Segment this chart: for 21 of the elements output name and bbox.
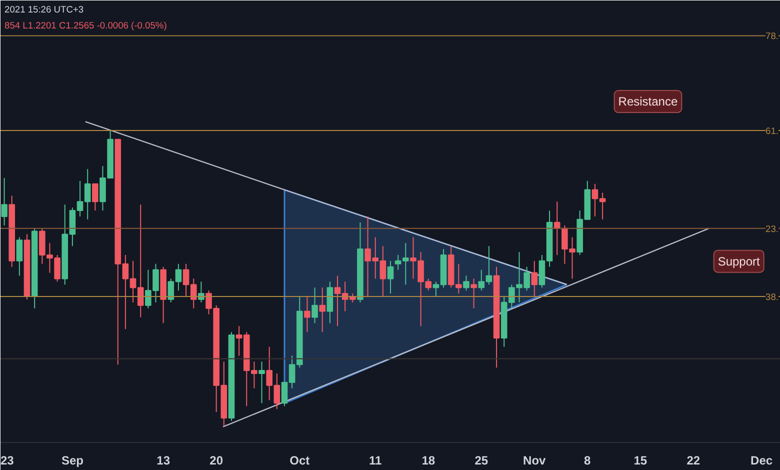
x-tick-label: Dec: [750, 454, 773, 468]
x-tick-label: 18: [422, 454, 436, 468]
annotation: Resistance: [618, 94, 678, 109]
x-tick-label: 20: [210, 454, 224, 468]
annotation: Support: [718, 254, 761, 268]
x-tick-label: 8: [584, 454, 592, 468]
text: 854 L1.2201 C1.2565 -0.0006 (-0.05%): [4, 20, 167, 30]
x-tick-label: Sep: [61, 454, 84, 468]
annotation: 78.: [766, 31, 778, 42]
x-tick-label: 22: [686, 454, 700, 468]
annotation: 23.: [766, 224, 778, 234]
x-tick-label: 25: [474, 454, 488, 468]
x-tick-label: 23: [0, 454, 14, 468]
x-tick-label: Oct: [290, 454, 310, 468]
x-tick-label: 15: [634, 454, 648, 468]
annotation: 61.: [766, 126, 778, 136]
x-tick-label: 13: [156, 454, 170, 468]
x-tick-label: 11: [369, 454, 382, 468]
annotation: 38.: [766, 292, 778, 302]
x-tick-label: Nov: [523, 454, 546, 468]
text: 2021 15:26 UTC+3: [4, 4, 84, 14]
